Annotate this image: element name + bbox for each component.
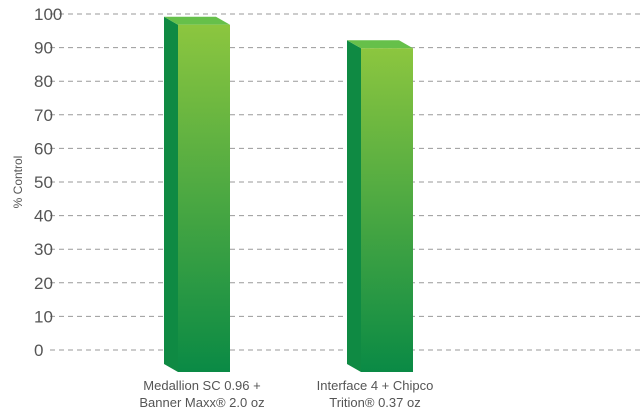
- category-label-2-line-1: Interface 4 + Chipco: [317, 378, 434, 393]
- bar-front-face: [178, 24, 230, 372]
- y-tick-label-90: 90: [34, 39, 53, 58]
- y-tick-label-10: 10: [34, 307, 53, 326]
- y-tick-label-70: 70: [34, 106, 53, 125]
- y-tick-label-60: 60: [34, 139, 53, 158]
- category-label-1-line-1: Medallion SC 0.96 +: [143, 378, 260, 393]
- y-tick-label-30: 30: [34, 240, 53, 259]
- bar-side-face: [347, 40, 361, 373]
- category-labels: Medallion SC 0.96 + Banner Maxx® 2.0 oz In…: [139, 378, 433, 410]
- bar-side-face: [164, 16, 178, 372]
- y-axis-label: % Control: [11, 156, 25, 209]
- y-tick-label-80: 80: [34, 72, 53, 91]
- y-axis-ticks: 0 10 20 30 40 50 60 70 80 90 100: [34, 5, 62, 360]
- category-label-2-line-2: Trition® 0.37 oz: [329, 395, 420, 410]
- bar-top-face: [347, 40, 413, 49]
- y-tick-label-100: 100: [34, 5, 62, 24]
- bar-top-face: [164, 16, 230, 25]
- bar-2: [347, 40, 413, 373]
- bar-1: [164, 16, 230, 372]
- bars: [164, 16, 413, 373]
- category-label-1-line-2: Banner Maxx® 2.0 oz: [139, 395, 264, 410]
- bar-front-face: [361, 48, 413, 373]
- y-tick-label-40: 40: [34, 207, 53, 226]
- y-tick-label-50: 50: [34, 173, 53, 192]
- y-tick-label-20: 20: [34, 274, 53, 293]
- y-tick-label-0: 0: [34, 341, 43, 360]
